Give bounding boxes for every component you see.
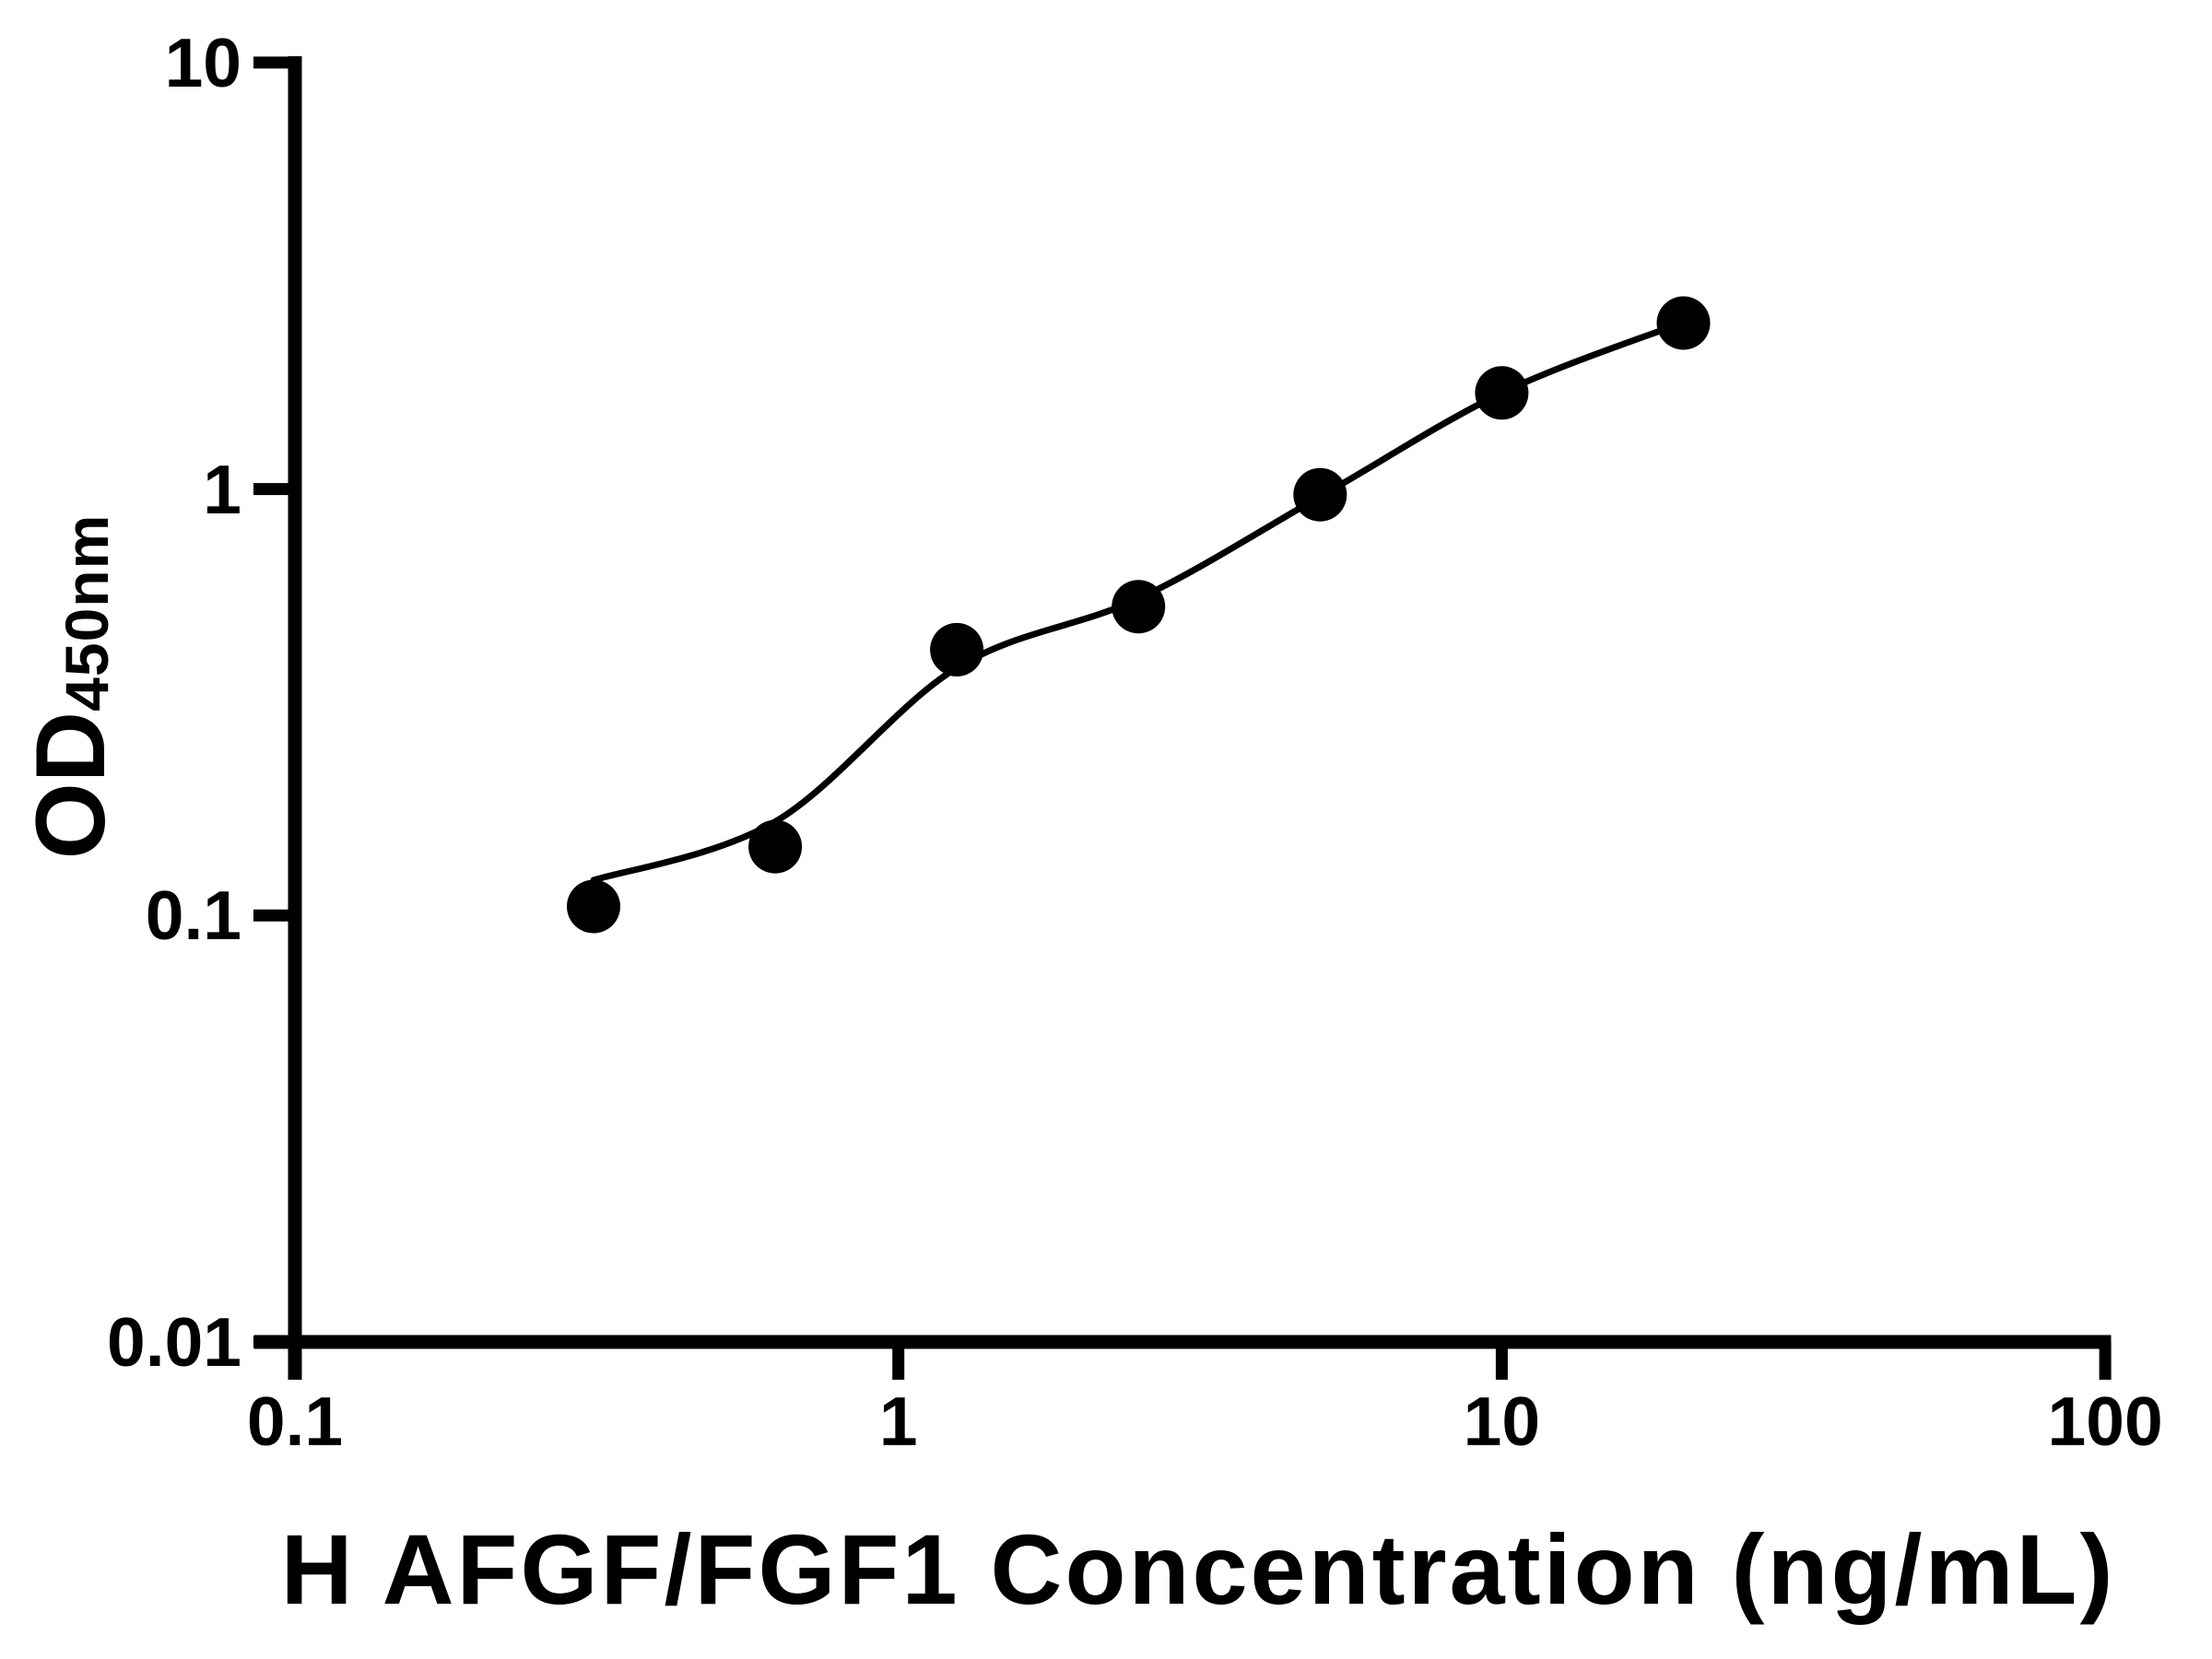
data-point: [567, 879, 620, 934]
x-axis-title: H AFGF/FGF1 Concentration (ng/mL): [280, 1513, 2116, 1625]
data-point: [930, 622, 984, 677]
y-tick-label: 1: [203, 450, 241, 528]
y-axis-title: OD450nm: [13, 514, 127, 860]
data-point: [1112, 580, 1166, 634]
y-tick-label: 0.1: [145, 877, 241, 955]
y-tick-label: 0.01: [107, 1303, 241, 1381]
data-point: [748, 819, 803, 874]
y-tick-label: 10: [164, 23, 241, 101]
x-tick-label: 10: [1463, 1382, 1541, 1460]
x-tick-label: 0.1: [246, 1382, 344, 1460]
x-tick-label: 100: [2047, 1382, 2163, 1460]
data-point: [1475, 366, 1529, 420]
y-axis-title-sub: 450nm: [53, 513, 121, 712]
x-tick-label: 1: [878, 1382, 918, 1460]
y-axis-title-main: OD: [15, 711, 125, 860]
data-point: [1656, 296, 1711, 350]
data-point: [1293, 467, 1347, 522]
